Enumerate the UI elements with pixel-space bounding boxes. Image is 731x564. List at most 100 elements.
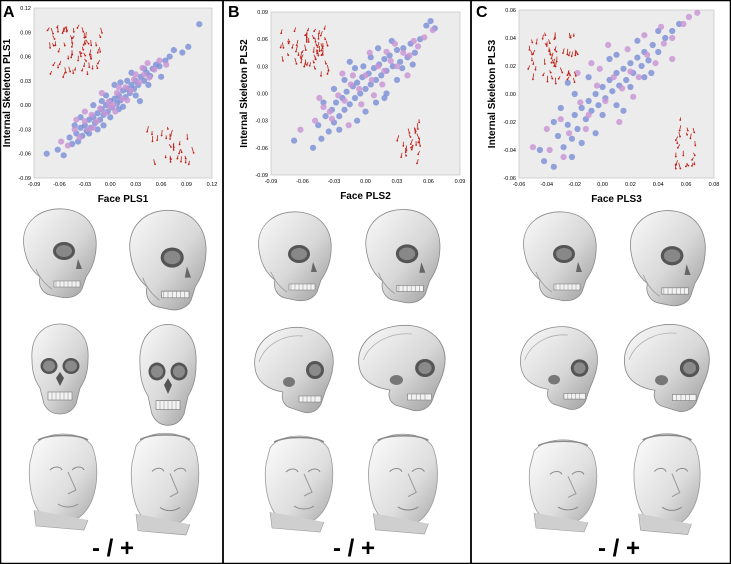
y-tick-label-a: 0.12 [20,6,31,12]
data-point [649,41,656,49]
landmark-arrowhead [282,46,285,49]
landmark-arrowhead [548,50,550,53]
data-point [196,21,203,28]
y-tick-label-c: 0.02 [505,64,516,70]
landmark-arrowhead [80,55,82,58]
landmark-arrowhead [184,161,187,164]
data-point [568,153,576,161]
landmark-arrowhead [419,145,422,147]
landmark-arrow [282,42,284,48]
landmark-arrowhead [57,66,59,69]
data-point [669,55,676,63]
data-point [557,104,564,112]
landmark-arrowhead [82,30,85,33]
landmark-arrowhead [96,67,99,70]
data-point [291,137,298,144]
data-point [100,122,107,129]
data-point [602,97,609,105]
x-axis-label-b: Face PLS2 [340,191,391,202]
landmark-arrowhead [320,49,323,52]
landmark-arrowhead [570,55,573,58]
data-point [328,115,335,122]
data-point [351,65,359,72]
landmark-arrowhead [531,78,534,81]
data-point [613,102,620,109]
data-point [378,72,385,79]
data-point [585,111,592,119]
landmark-arrowhead [691,158,693,161]
landmark-arrowhead [534,68,537,71]
x-tick-label-a: -0.03 [79,182,92,188]
landmark-arrowhead [573,81,576,84]
skull-oblique-minus-a [23,208,97,299]
landmark-arrowhead [554,82,557,85]
landmark-arrowhead [555,50,558,53]
landmark-arrowhead [417,128,419,130]
landmark-arrowhead [566,74,569,77]
data-point [577,99,584,106]
landmark-arrowhead [541,37,544,40]
data-point [623,76,630,84]
landmark-arrow [317,49,319,56]
landmark-arrowhead [154,163,156,166]
data-point [66,134,73,141]
data-point [627,68,634,75]
data-point [540,158,548,165]
data-point [399,65,406,72]
data-point [156,63,163,70]
landmark-arrowhead [170,146,172,148]
landmark-arrowhead [527,68,530,70]
data-point [158,73,165,80]
data-point [660,40,667,47]
y-tick-label-b: 0.03 [257,64,268,70]
data-point [393,76,401,84]
data-point [124,97,131,104]
data-point [136,79,143,86]
data-point [613,51,620,58]
landmark-arrow [161,129,163,136]
x-tick-label-c: 0.08 [709,182,720,188]
landmark-arrowhead [674,155,677,158]
landmark-arrowhead [77,59,80,62]
y-tick-label-c: -0.02 [503,120,516,126]
landmark-arrowhead [70,56,73,59]
data-point [564,121,571,128]
x-tick-label-b: -0.06 [296,179,309,185]
y-tick-label-b: -0.09 [255,173,268,179]
data-point [571,111,578,119]
landmark-arrowhead [693,131,696,134]
data-point [381,67,388,74]
landmark-arrowhead [306,29,309,32]
landmark-cluster-a-upper [46,24,103,78]
landmark-arrowhead [164,156,167,159]
x-axis-label-c: Face PLS3 [591,194,642,205]
y-tick-label-a: -0.09 [18,176,31,182]
skull-lateral-minus-b [254,326,334,414]
data-point [404,72,411,79]
landmark-arrowhead [410,148,413,151]
landmark-arrowhead [417,153,420,156]
x-tick-label-a: -0.06 [53,182,66,188]
landmark-arrowhead [323,28,326,30]
landmark-arrowhead [52,32,54,35]
data-point [655,48,662,56]
landmark-arrowhead [678,129,681,132]
data-point [170,46,177,54]
data-point [566,130,573,137]
landmark-arrowhead [83,36,86,39]
landmark-arrowhead [320,74,322,77]
landmark-arrowhead [405,154,408,157]
face-mesh-minus-a [28,433,98,531]
landmark-arrow [170,129,173,136]
data-point [341,97,348,104]
landmark-arrowhead [57,30,59,33]
data-point [320,103,327,111]
data-point [349,72,356,79]
data-point [393,46,401,54]
landmark-arrowhead [293,30,296,33]
panel-b-letter: B [228,4,240,21]
y-tick-label-a: 0.06 [20,55,31,61]
landmark-arrowhead [548,42,551,45]
x-tick-label-c: 0.02 [625,182,636,188]
